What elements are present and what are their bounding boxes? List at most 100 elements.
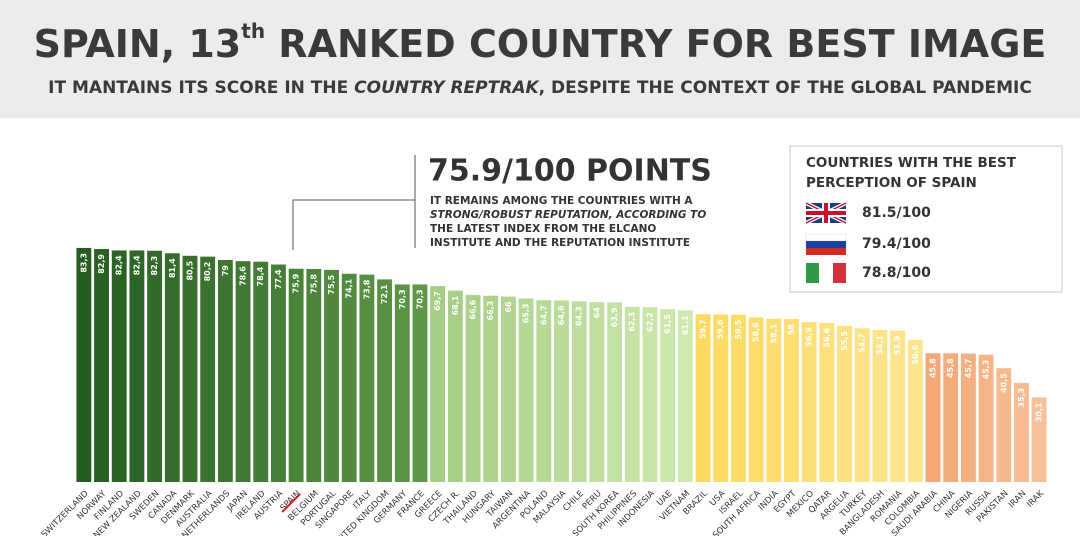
value-label: 61,1 [681, 315, 690, 335]
bar [394, 284, 410, 482]
bar [571, 301, 587, 482]
x-tick-label: IRAK [1025, 489, 1046, 510]
x-tick-label: CHILE [561, 489, 586, 514]
bar [359, 274, 375, 482]
bar [324, 269, 339, 482]
annotation-headline: 75.9/100 POINTS [428, 154, 712, 189]
value-label: 80,2 [203, 262, 212, 282]
value-label: 66 [504, 301, 513, 313]
value-label: 77,4 [274, 269, 283, 289]
value-label: 82,4 [132, 255, 141, 275]
legend-title: COUNTRIES WITH THE BEST [806, 155, 1017, 171]
bar [536, 300, 552, 482]
annotation-line: STRONG/ROBUST REPUTATION, ACCORDING TO [430, 209, 706, 221]
bar [164, 253, 180, 482]
value-label: 79 [221, 265, 230, 277]
bar [500, 296, 516, 482]
bar [677, 310, 693, 482]
bar [837, 326, 852, 482]
value-label: 73,8 [362, 279, 371, 299]
value-label: 72,1 [380, 284, 389, 304]
legend-title: PERCEPTION OF SPAIN [806, 175, 977, 191]
bar [94, 249, 109, 482]
subtitle-part: , DESPITE THE CONTEXT OF THE GLOBAL PAND… [539, 78, 1032, 98]
value-label: 54,7 [858, 333, 867, 353]
flag-russia [805, 233, 847, 255]
bar [271, 264, 286, 482]
bar [784, 319, 799, 482]
bar [748, 317, 764, 482]
value-label: 45,8 [946, 358, 955, 378]
bar [1014, 382, 1029, 482]
flag-italy [806, 263, 846, 283]
bar [111, 250, 127, 482]
bar [589, 302, 605, 482]
bar [819, 322, 835, 482]
value-label: 45,7 [964, 359, 973, 379]
value-label: 82,9 [97, 254, 106, 274]
bar [960, 353, 976, 482]
value-label: 59,7 [699, 319, 708, 339]
bar [200, 256, 216, 482]
bar [76, 247, 92, 482]
value-label: 64 [592, 307, 601, 319]
value-label: 63,9 [610, 307, 619, 327]
bar [288, 268, 304, 482]
bar [872, 329, 888, 482]
subtitle: IT MANTAINS ITS SCORE IN THE COUNTRY REP… [48, 78, 1032, 98]
annotation-line: THE LATEST INDEX FROM THE ELCANO [430, 223, 656, 235]
bar [607, 302, 623, 482]
subtitle-part: IT MANTAINS ITS SCORE IN THE [48, 78, 354, 98]
value-label: 75,9 [292, 273, 301, 293]
value-label: 40,5 [999, 373, 1008, 393]
value-label: 82,3 [150, 256, 159, 276]
value-label: 55,5 [840, 331, 849, 351]
title-superscript: th [241, 19, 265, 43]
bar [907, 339, 923, 482]
value-label: 83,3 [79, 253, 88, 273]
value-label: 64,7 [539, 305, 548, 325]
bar [660, 309, 676, 482]
chart-title: SPAIN, 13th RANKED COUNTRY FOR BEST IMAG… [34, 19, 1047, 66]
legend-score: 81.5/100 [862, 205, 931, 221]
bar [182, 255, 198, 482]
bar [235, 261, 251, 482]
bar [129, 250, 145, 482]
bar [430, 286, 446, 482]
bar [412, 284, 428, 482]
value-label: 69,7 [433, 291, 442, 311]
value-label: 80,5 [185, 260, 194, 280]
bar [713, 314, 729, 482]
title-part: RANKED COUNTRY FOR BEST IMAGE [265, 22, 1046, 66]
bar [1031, 397, 1047, 482]
value-label: 81,4 [168, 258, 177, 278]
bar [306, 269, 322, 482]
value-label: 66,6 [469, 299, 478, 319]
bar [943, 353, 959, 482]
value-label: 75,8 [309, 274, 318, 294]
flag-uk [805, 201, 847, 225]
value-label: 56,6 [822, 328, 831, 348]
bar [147, 250, 163, 482]
bar [341, 273, 357, 482]
value-label: 35,3 [1017, 388, 1026, 408]
x-tick-label: IRAN [1007, 489, 1028, 510]
value-label: 59,5 [734, 319, 743, 339]
bar [890, 330, 906, 482]
value-label: 61,5 [663, 314, 672, 334]
value-label: 54,1 [875, 335, 884, 355]
bar [695, 314, 711, 482]
bar [996, 368, 1012, 482]
annotation-connector [292, 199, 415, 250]
bar [854, 328, 870, 482]
value-label: 70,3 [398, 289, 407, 309]
bar [554, 300, 569, 482]
title-part: SPAIN, 13 [34, 22, 242, 66]
bar [925, 353, 941, 482]
bar [978, 354, 994, 482]
header-band [0, 0, 1080, 118]
legend-score: 79.4/100 [862, 236, 931, 252]
bar [766, 318, 782, 482]
value-label: 66,3 [486, 301, 495, 321]
bar [447, 290, 463, 482]
